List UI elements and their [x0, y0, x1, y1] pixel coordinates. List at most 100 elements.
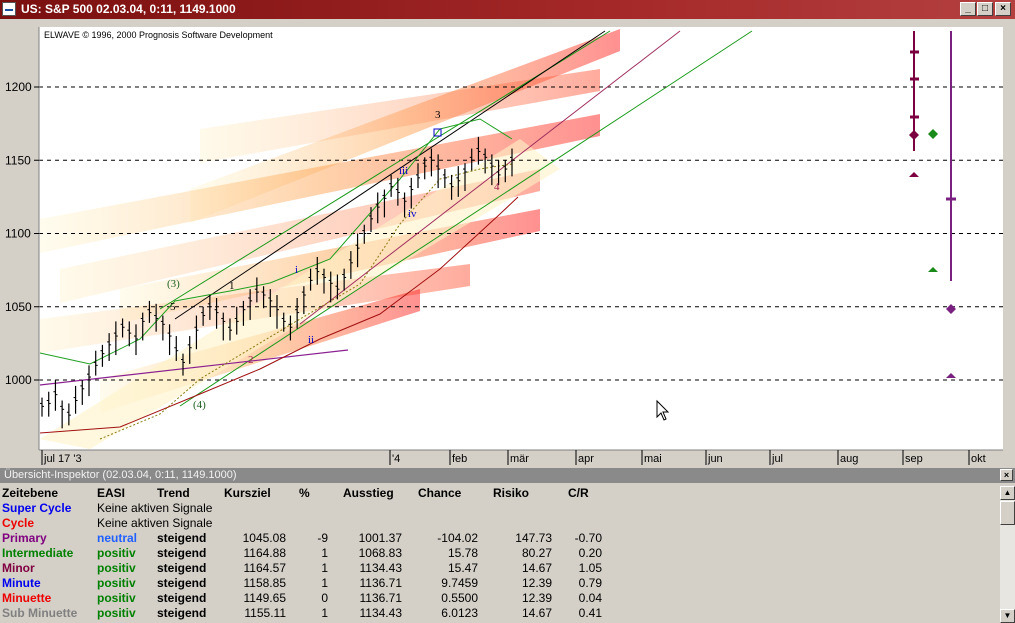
- cell-easi: positiv: [97, 606, 136, 620]
- envelope-green-line: [39, 118, 513, 365]
- cell-kursziel: 1158.85: [243, 576, 287, 590]
- cell-trend: steigend: [157, 561, 207, 575]
- inspector-row[interactable]: Minute positiv steigend 1158.85 1 1136.71 9.74…: [0, 576, 1000, 591]
- copyright-text: ELWAVE © 1996, 2000 Prognosis Software D…: [44, 30, 273, 40]
- inspector-table: Zeitebene EASI Trend Kursziel% Ausstieg Chanc…: [0, 486, 1000, 623]
- inspector-row[interactable]: Minor positiv steigend 1164.57 1 1134.43 15.47…: [0, 561, 1000, 576]
- cell-trend: steigend: [157, 531, 207, 545]
- heatmap-band: [40, 114, 600, 253]
- column-header: EASI: [97, 486, 126, 500]
- trend-channels: [39, 30, 753, 440]
- cell-pct: 1: [321, 576, 328, 590]
- column-header: Ausstieg: [343, 486, 394, 500]
- cell-pct: 1: [321, 561, 328, 575]
- cell-easi: Keine aktiven Signale: [97, 516, 213, 530]
- wave-label: 5: [170, 301, 176, 313]
- y-axis: 1200 1150 1100 1050 1000: [5, 80, 39, 387]
- wave-label: i: [295, 264, 298, 276]
- cell-cr: -0.70: [574, 531, 602, 545]
- cell-kursziel: 1045.08: [242, 531, 286, 545]
- inspector-row[interactable]: Primary neutral steigend 1045.08 -9 1001.37 -1…: [0, 531, 1000, 546]
- cell-chance: -104.02: [437, 531, 478, 545]
- cell-name: Intermediate: [2, 546, 74, 560]
- cell-name: Super Cycle: [2, 501, 72, 515]
- cell-pct: 1: [321, 606, 328, 620]
- close-button[interactable]: ×: [995, 2, 1011, 16]
- x-tick-label: apr: [578, 453, 594, 465]
- wave-label: iii: [399, 165, 408, 177]
- x-tick-label: sep: [905, 453, 923, 465]
- cell-name: Minuette: [2, 591, 52, 605]
- ma-red-line: [39, 196, 519, 434]
- column-header: C/R: [568, 486, 589, 500]
- inspector-row[interactable]: Super Cycle Keine aktiven Signale: [0, 501, 1000, 516]
- cell-kursziel: 1164.57: [243, 561, 287, 575]
- y-tick-label: 1200: [5, 80, 32, 94]
- mouse-cursor-icon: [656, 399, 670, 421]
- cell-ausstieg: 1136.71: [359, 576, 403, 590]
- x-tick-label: feb: [452, 453, 467, 465]
- wave-label: ii: [308, 334, 314, 346]
- column-header: %: [299, 486, 310, 500]
- inspector-row[interactable]: Intermediate positiv steigend 1164.88 1 1068.…: [0, 546, 1000, 561]
- app-icon[interactable]: [2, 2, 16, 16]
- inspector-row[interactable]: Cycle Keine aktiven Signale: [0, 516, 1000, 531]
- inspector-row[interactable]: Sub Minuette positiv steigend 1155.11 1 1134.…: [0, 606, 1000, 621]
- column-header: Chance: [418, 486, 462, 500]
- cell-kursziel: 1164.88: [243, 546, 287, 560]
- forecast-triangle: [909, 172, 919, 177]
- y-tick-label: 1100: [5, 227, 31, 241]
- scroll-up-button[interactable]: ▲: [1000, 486, 1015, 500]
- cell-cr: 0.04: [578, 591, 602, 605]
- target-marker: [433, 128, 442, 137]
- scroll-down-button[interactable]: ▼: [1000, 609, 1015, 623]
- inspector-title: Übersicht-Inspektor (02.03.04, 0:11, 114…: [0, 468, 1015, 483]
- cell-pct: 0: [321, 591, 328, 605]
- channel-line: [299, 30, 681, 325]
- inspector-close-button[interactable]: ×: [1000, 469, 1013, 481]
- column-header: Trend: [157, 486, 190, 500]
- cell-name: Minute: [2, 576, 41, 590]
- heatmap-band: [200, 69, 600, 163]
- cell-trend: steigend: [157, 546, 207, 560]
- cell-trend: steigend: [157, 606, 207, 620]
- x-tick-label: aug: [840, 453, 858, 465]
- cell-chance: 0.5500: [441, 591, 478, 605]
- inspector-scrollbar[interactable]: ▲ ▼: [1000, 486, 1015, 623]
- inspector-row[interactable]: Minuette positiv steigend 1149.65 0 1136.71 0.…: [0, 591, 1000, 606]
- channel-mid-line: [174, 30, 606, 320]
- forecast-markers: [909, 31, 956, 378]
- minimize-button[interactable]: _: [960, 2, 976, 16]
- cell-kursziel: 1155.11: [244, 606, 286, 620]
- scroll-thumb[interactable]: [1000, 501, 1015, 525]
- forecast-diamond: [909, 130, 919, 140]
- support-line: [39, 349, 349, 386]
- cell-chance: 9.7459: [441, 576, 478, 590]
- cell-name: Cycle: [2, 516, 35, 530]
- title-bar: US: S&P 500 02.03.04, 0:11, 1149.1000 _ …: [0, 0, 1015, 19]
- cell-ausstieg: 1134.43: [359, 561, 403, 575]
- column-header: Zeitebene: [2, 486, 59, 500]
- x-tick-label: '4: [392, 453, 400, 465]
- cell-easi: Keine aktiven Signale: [97, 501, 213, 515]
- cell-risiko: 80.27: [521, 546, 552, 560]
- x-tick-label: mai: [644, 453, 662, 465]
- cell-easi: positiv: [97, 576, 136, 590]
- y-tick-label: 1000: [5, 373, 32, 387]
- heatmap-band: [40, 139, 560, 449]
- x-tick-label: mär: [510, 453, 529, 465]
- cell-risiko: 14.67: [521, 606, 552, 620]
- wave-label: 4: [494, 181, 500, 193]
- cell-cr: 0.20: [578, 546, 602, 560]
- cell-ausstieg: 1068.83: [358, 546, 402, 560]
- inspector-header-row: Zeitebene EASI Trend Kursziel% Ausstieg Chanc…: [0, 486, 1000, 501]
- wave-label: (3): [167, 278, 180, 290]
- cell-cr: 1.05: [578, 561, 602, 575]
- cell-risiko: 12.39: [521, 591, 552, 605]
- maximize-button[interactable]: □: [977, 2, 993, 16]
- y-tick-label: 1050: [5, 300, 32, 314]
- cell-chance: 15.78: [447, 546, 478, 560]
- chart-area[interactable]: (3) 5 1 2 (4) i ii iii iv 3 4 1200 1150 1100 1050 1000…: [0, 19, 1015, 465]
- channel-lower-line: [179, 30, 753, 407]
